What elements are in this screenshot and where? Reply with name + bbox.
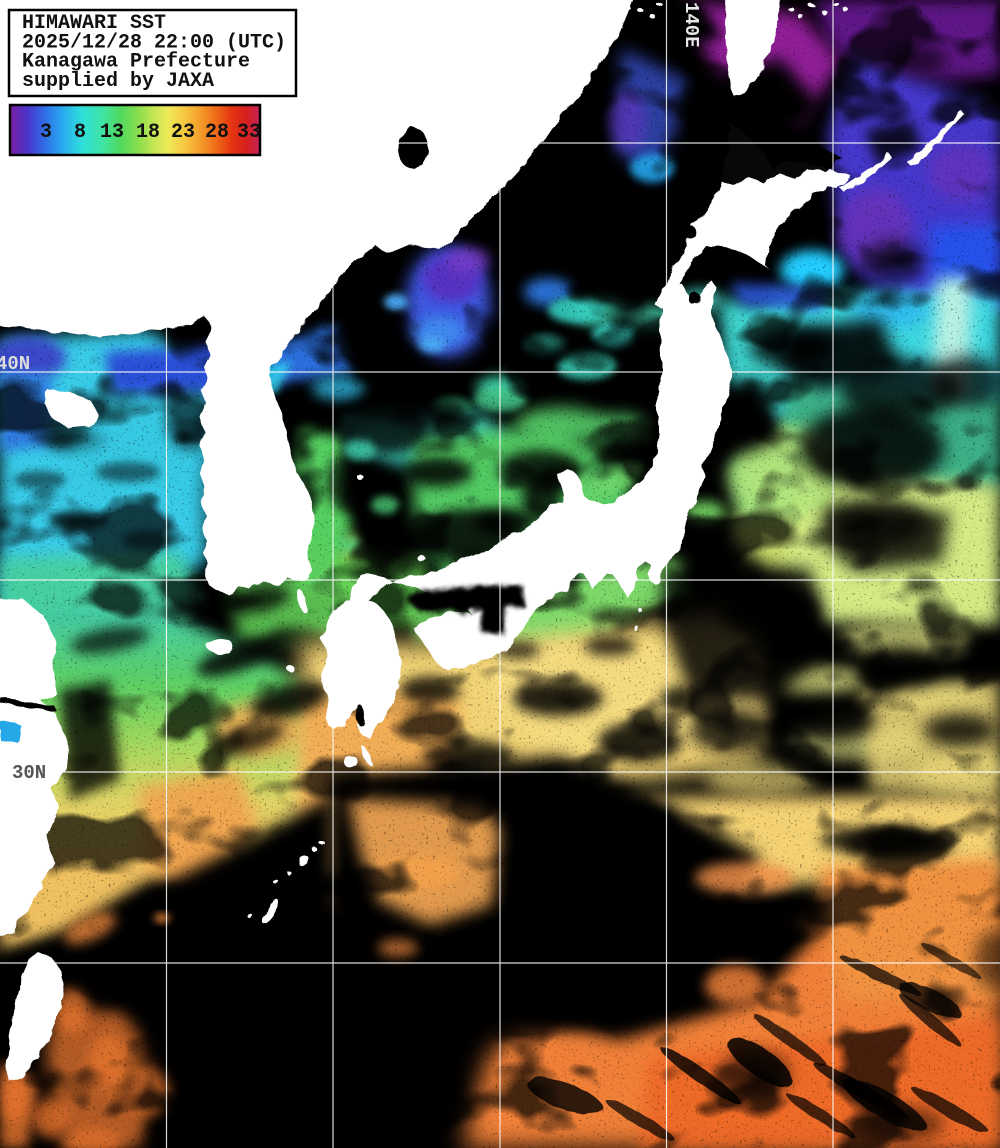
- svg-text:HIMAWARI SST: HIMAWARI SST: [22, 12, 166, 35]
- svg-text:Kanagawa Prefecture: Kanagawa Prefecture: [22, 51, 250, 74]
- svg-text:13: 13: [100, 121, 124, 144]
- svg-text:18: 18: [136, 121, 160, 144]
- svg-text:30N: 30N: [12, 762, 46, 784]
- svg-text:28: 28: [205, 121, 229, 144]
- svg-text:3: 3: [40, 121, 52, 144]
- svg-text:23: 23: [171, 121, 195, 144]
- svg-text:2025/12/28 22:00 (UTC): 2025/12/28 22:00 (UTC): [22, 31, 286, 54]
- svg-text:8: 8: [74, 121, 86, 144]
- svg-text:33: 33: [237, 121, 261, 144]
- svg-text:supplied by JAXA: supplied by JAXA: [22, 70, 214, 93]
- svg-text:40N: 40N: [0, 353, 30, 375]
- svg-text:140E: 140E: [680, 2, 702, 48]
